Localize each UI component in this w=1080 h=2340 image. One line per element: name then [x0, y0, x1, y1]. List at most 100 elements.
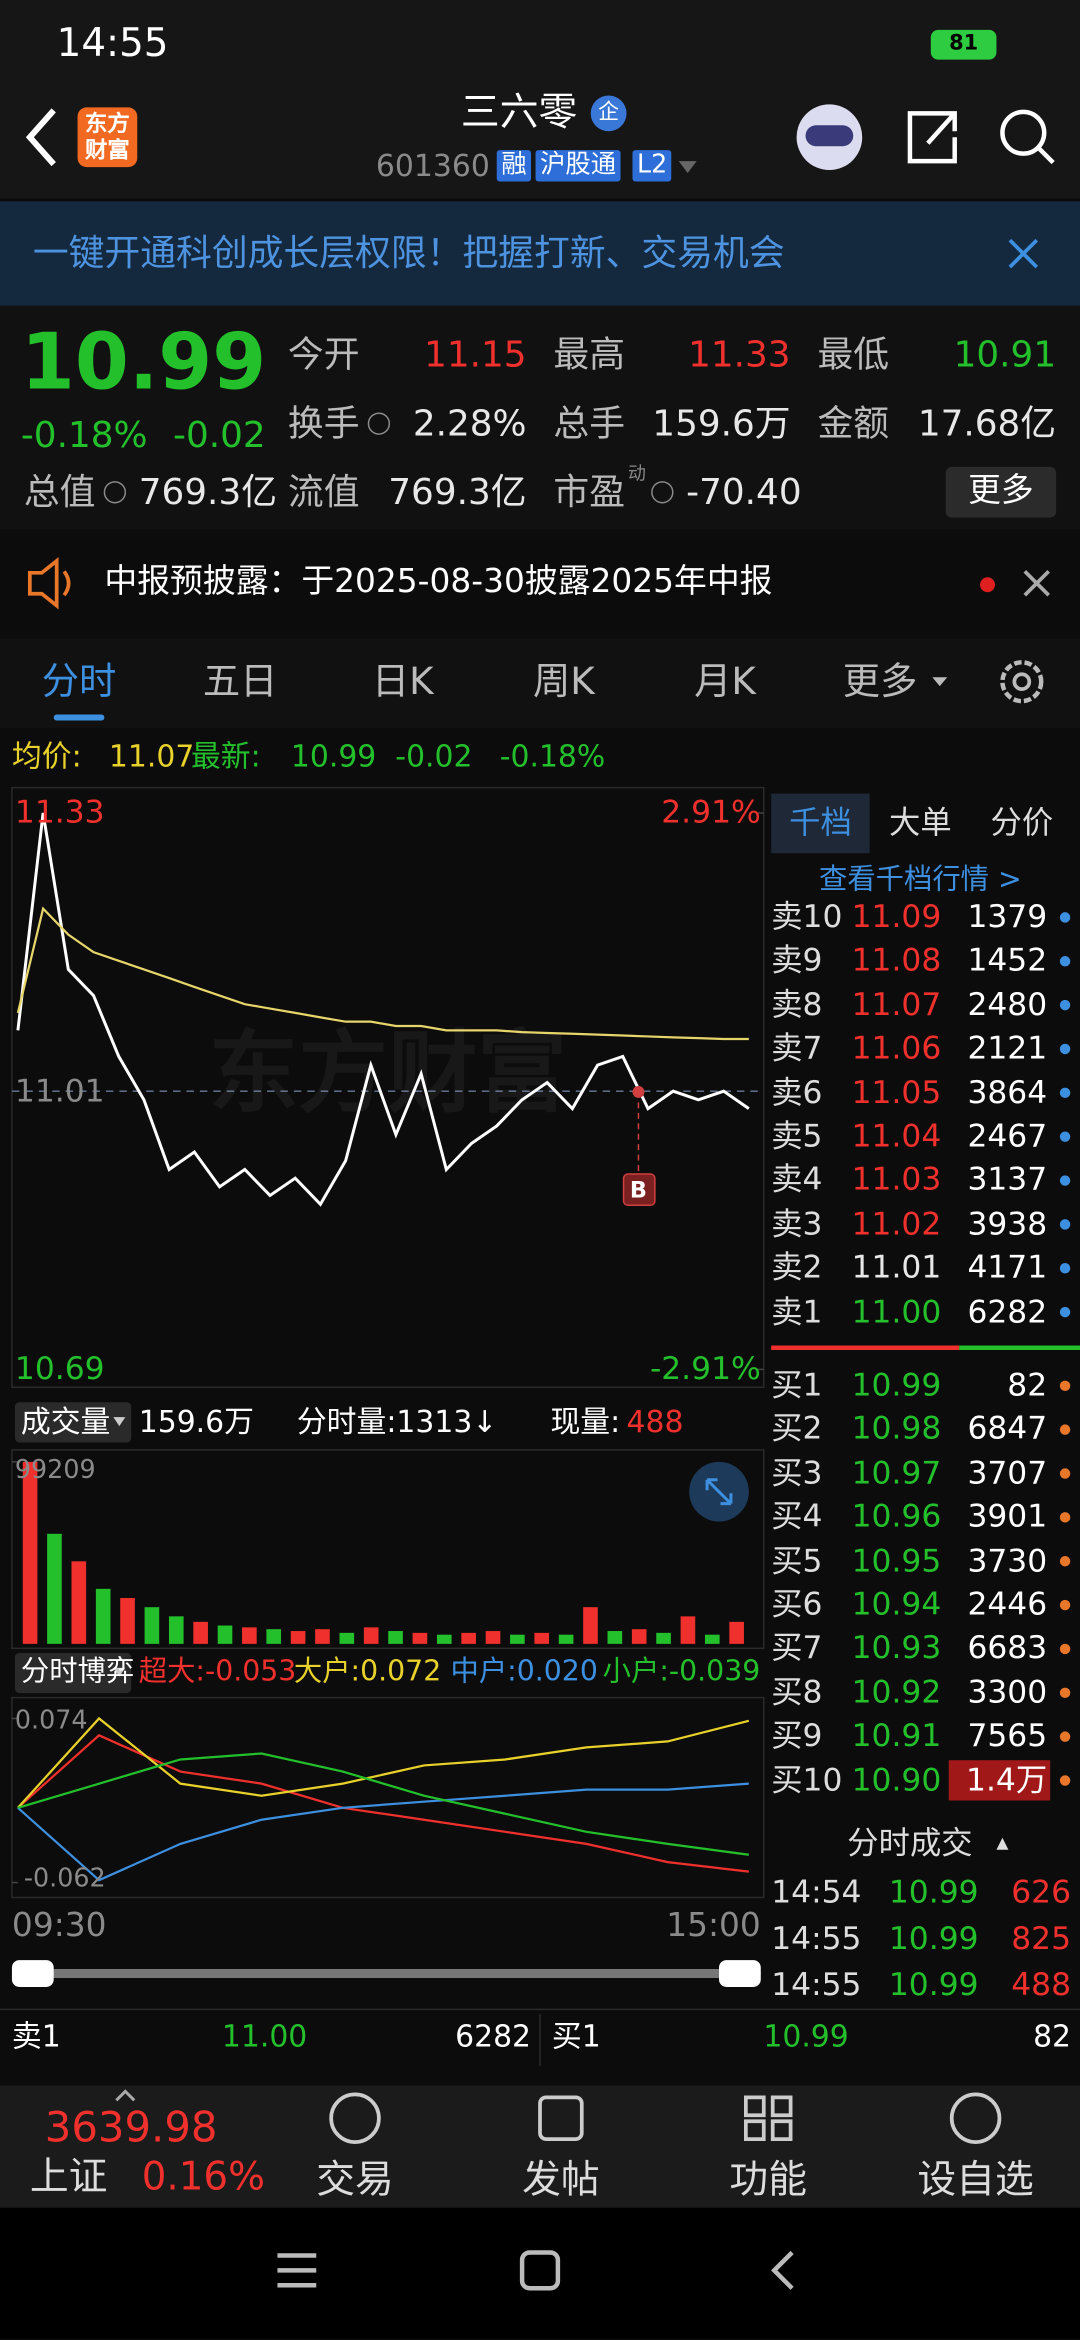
strip-volume: 82 [1033, 2018, 1072, 2055]
stat-label: 最高 [553, 333, 626, 376]
x-tick-label: 09:30 [11, 1907, 107, 1946]
tab[interactable]: 周K [532, 659, 595, 703]
banner-text[interactable]: 一键开通科创成长层权限！把握打新、交易机会 [32, 232, 785, 275]
volume-bar [412, 1632, 428, 1644]
book-level: 卖10 [771, 898, 843, 935]
book-volume: 2480 [967, 986, 1048, 1023]
nav-item[interactable]: 设自选 [917, 2158, 1034, 2203]
book-level: 卖6 [771, 1074, 823, 1110]
book-dot [1059, 1043, 1071, 1055]
trades-caret [996, 1837, 1009, 1850]
legend-name: 中户: [450, 1655, 517, 1688]
volume-bar [339, 1632, 355, 1644]
selector-arrow [113, 1417, 126, 1427]
book-dot [1059, 1775, 1071, 1786]
volume-bar [583, 1607, 598, 1644]
book-volume: 7565 [967, 1717, 1048, 1754]
nav-item[interactable]: 发帖 [522, 2158, 600, 2203]
book-tab[interactable]: 分价 [990, 804, 1054, 841]
book-volume: 3864 [967, 1074, 1048, 1110]
volume-bar [242, 1627, 257, 1644]
tab[interactable]: 月K [694, 659, 756, 703]
trade-marker: B [629, 1176, 647, 1204]
more-button[interactable]: 更多 [968, 472, 1034, 511]
volume-selector[interactable]: 成交量 [20, 1403, 111, 1440]
book-level: 卖9 [771, 942, 823, 979]
book-level: 买6 [771, 1586, 823, 1623]
stock-code: 601360 [375, 147, 490, 184]
y-tick-label: 0.074 [14, 1706, 88, 1736]
book-volume: 3707 [967, 1454, 1048, 1491]
stat-value: 11.33 [688, 333, 791, 376]
nav-item[interactable]: 交易 [316, 2158, 394, 2203]
menu-key [277, 2253, 317, 2288]
index-change[interactable]: 0.16% [141, 2155, 265, 2200]
volume-bar [631, 1629, 647, 1644]
index-value[interactable]: 3639.98 [44, 2102, 218, 2152]
book-volume: 6847 [967, 1410, 1048, 1447]
legend-value: -0.039 [668, 1655, 761, 1688]
volume-selector-bg [14, 1402, 132, 1443]
line-series [16, 906, 749, 1041]
book-price: 10.98 [851, 1410, 942, 1447]
flow-selector[interactable]: 分时博弈 [20, 1655, 135, 1688]
strip-price: 10.99 [763, 2018, 849, 2055]
stat-value: 159.6万 [652, 402, 791, 445]
book-price: 11.02 [851, 1205, 942, 1242]
index-name[interactable]: 上证 [29, 2155, 108, 2200]
info-icon [103, 481, 127, 504]
tab[interactable]: 分时 [41, 659, 117, 703]
book-dot [1059, 1599, 1071, 1611]
book-volume: 82 [1007, 1367, 1048, 1403]
book-divider-red [771, 1345, 960, 1350]
notice-close [1023, 570, 1050, 597]
badge: 企 [598, 100, 620, 125]
book-price: 11.03 [851, 1161, 942, 1198]
book-volume: 4171 [967, 1249, 1048, 1286]
tab[interactable]: 更多 [842, 659, 918, 703]
y2-tick-label: 2.91% [661, 794, 761, 831]
book-link[interactable]: 查看千档行情 > [818, 863, 1022, 896]
stock-tag: 融 [496, 150, 532, 182]
book-level: 卖5 [771, 1117, 823, 1154]
nav-item[interactable]: 功能 [729, 2158, 808, 2203]
book-price: 11.05 [851, 1074, 942, 1110]
volume-bar [704, 1634, 720, 1644]
book-level: 买7 [771, 1630, 823, 1667]
post-icon [538, 2095, 584, 2141]
book-volume: 6282 [967, 1293, 1048, 1330]
summary-item: 10.99 [290, 738, 377, 775]
book-tab[interactable]: 大单 [889, 804, 952, 841]
trade-volume: 825 [1011, 1920, 1072, 1957]
legend-value: 0.020 [516, 1655, 598, 1688]
book-price: 11.04 [851, 1117, 942, 1154]
robot-visor [805, 125, 854, 147]
stat-label: 最低 [817, 333, 890, 376]
book-price: 10.92 [851, 1674, 942, 1710]
book-price: 10.90 [851, 1761, 942, 1798]
stat-value: 17.68亿 [917, 402, 1057, 445]
book-dot [1059, 1219, 1071, 1230]
summary-item: -0.02 [395, 738, 473, 775]
tab[interactable]: 五日 [202, 659, 278, 703]
notice-text[interactable]: 中报预披露：于2025-08-30披露2025年中报 [104, 563, 773, 602]
function-icon [743, 2095, 793, 2141]
chart-frame [11, 786, 765, 1389]
y-tick-label: -0.062 [23, 1864, 106, 1894]
book-tab[interactable]: 千档 [789, 804, 852, 841]
book-volume: 1.4万 [966, 1761, 1048, 1798]
book-level: 买3 [771, 1454, 823, 1491]
volume-bar [168, 1616, 184, 1644]
strip-price: 11.00 [221, 2018, 308, 2055]
book-price: 10.97 [851, 1454, 942, 1491]
stat-label: 总值 [23, 471, 96, 513]
book-price: 10.91 [851, 1717, 942, 1754]
stat-value: 10.91 [953, 333, 1057, 376]
stock-tag: 沪股通 [535, 150, 621, 182]
stat-label: 今开 [287, 333, 360, 376]
change-pct: -0.18% [20, 414, 148, 457]
trade-price: 10.99 [888, 1920, 979, 1957]
tab[interactable]: 日K [371, 659, 434, 703]
trades-title[interactable]: 分时成交 [847, 1825, 973, 1861]
